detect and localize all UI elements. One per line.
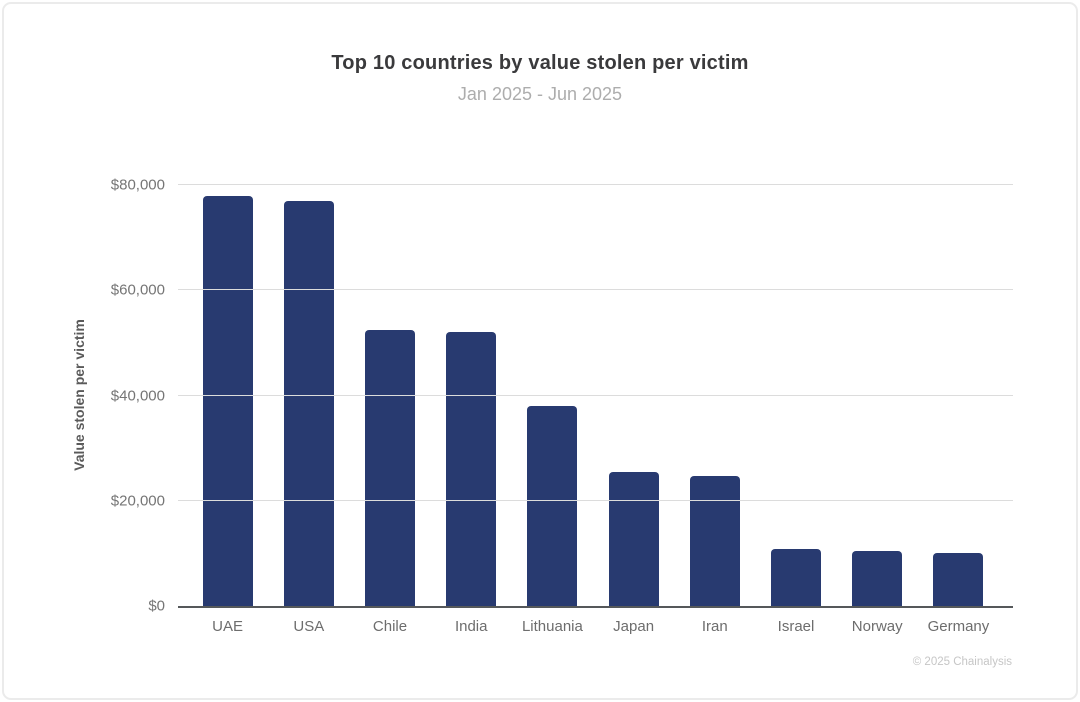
bar-slot-chile: Chile	[349, 185, 430, 635]
x-tick-label: Israel	[777, 618, 815, 635]
x-tick-label: India	[454, 618, 488, 635]
y-tick-label: $20,000	[110, 492, 165, 510]
y-tick-label: $0	[148, 597, 165, 615]
x-tick-label: USA	[293, 618, 325, 635]
y-tick-label: $80,000	[110, 176, 165, 194]
chart-title: Top 10 countries by value stolen per vic…	[331, 52, 749, 74]
gridline	[178, 184, 1013, 185]
y-tick-label: $40,000	[110, 387, 165, 404]
x-tick-label: UAE	[212, 618, 244, 635]
bar-slot-iran: Iran	[674, 185, 755, 635]
y-tick-label: $60,000	[110, 281, 165, 299]
x-tick-label: Chile	[372, 618, 408, 635]
copyright-text: © 2025 Chainalysis	[912, 656, 1012, 668]
bar-usa	[283, 200, 334, 606]
chart-subtitle: Jan 2025 - Jun 2025	[457, 84, 623, 104]
x-tick-label: Iran	[701, 618, 728, 635]
chart-header: Top 10 countries by value stolen per vic…	[0, 52, 1080, 105]
bar-germany	[933, 553, 984, 606]
x-tick-label: Norway	[851, 618, 903, 635]
bar-slot-usa: USA	[268, 185, 349, 635]
bar-lithuania	[527, 406, 578, 606]
bar-israel	[771, 549, 822, 606]
bar-india	[446, 332, 497, 606]
x-tick-label: Germany	[927, 618, 990, 635]
bar-chile	[365, 329, 415, 606]
bar-uae	[202, 195, 253, 606]
gridline	[178, 289, 1013, 291]
bar-slot-japan: Japan	[593, 185, 674, 635]
bars-container: UAE USA Chile India Lithuania Japan Iran Israel…	[187, 185, 999, 635]
bar-iran	[689, 476, 740, 606]
gridline	[178, 499, 1013, 501]
plot-area: UAE USA Chile India Lithuania Japan Iran Israel…	[111, 177, 1013, 635]
bar-slot-india: India	[431, 185, 512, 635]
bar-slot-norway: Norway	[837, 185, 918, 635]
bar-norway	[852, 551, 903, 606]
bar-slot-germany: Germany	[918, 185, 999, 635]
bar-slot-israel: Israel	[755, 185, 836, 635]
bar-slot-uae: UAE	[187, 185, 268, 635]
bar-japan	[608, 471, 659, 606]
gridline	[178, 394, 1013, 396]
bar-slot-lithuania: Lithuania	[512, 185, 593, 635]
x-tick-label: Lithuania	[521, 618, 583, 635]
y-axis-title: Value stolen per victim	[71, 319, 87, 471]
x-tick-label: Japan	[613, 618, 655, 635]
